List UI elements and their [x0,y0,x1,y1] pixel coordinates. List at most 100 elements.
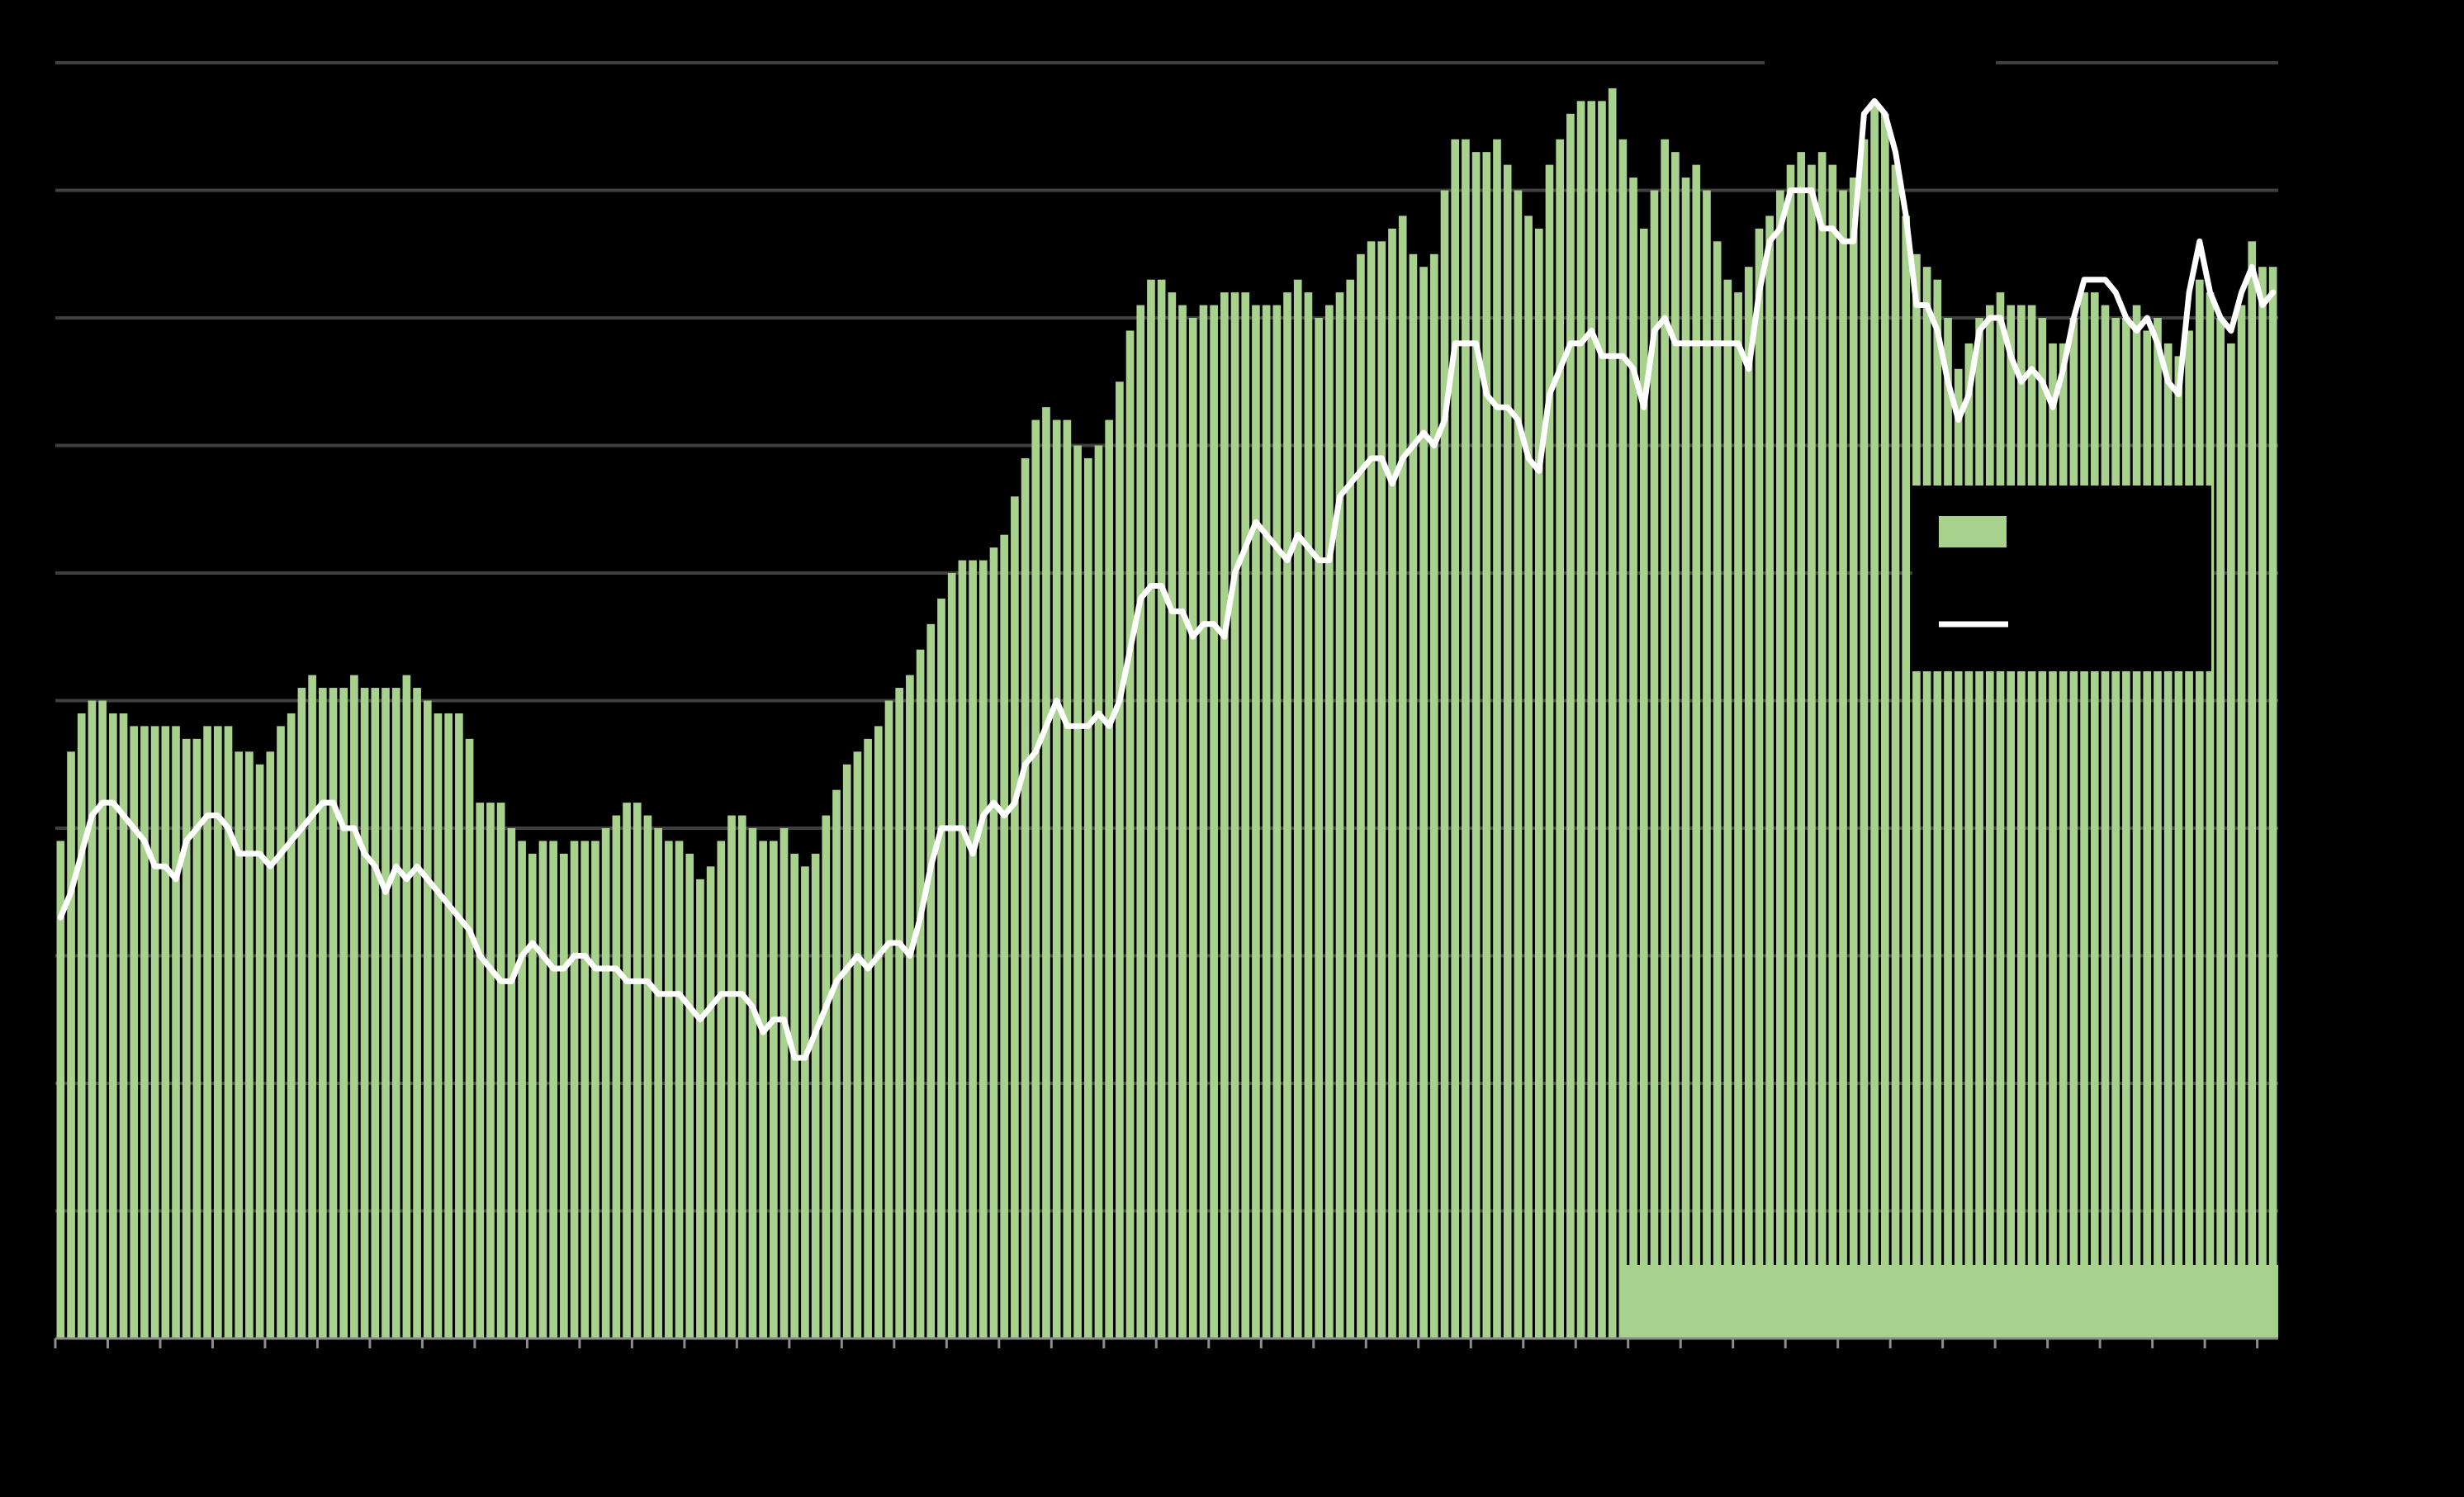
bar [1042,407,1050,1338]
bar [937,598,945,1338]
bar [2080,292,2088,1339]
bar [560,853,568,1338]
bar [895,688,904,1338]
bar [665,841,673,1338]
bar [329,688,338,1338]
bar [2154,318,2162,1338]
bar [1210,305,1218,1338]
bar [978,560,988,1338]
bar [822,815,831,1338]
bar [1524,216,1533,1338]
bar [98,700,107,1338]
bar [1891,164,1900,1339]
bar [161,726,170,1338]
bar [1220,292,1229,1339]
bar [1598,101,1606,1339]
bar [1451,139,1460,1339]
bar [2206,292,2215,1339]
bar [1105,419,1113,1339]
bar [549,841,557,1338]
bar [277,726,285,1338]
bar [1629,178,1637,1338]
bar [1178,305,1187,1338]
bar [2185,330,2193,1339]
bar [2017,305,2026,1338]
bar [1587,101,1596,1339]
bar [717,841,726,1338]
bar [1713,241,1722,1338]
bar [1744,267,1753,1339]
bar [832,789,841,1338]
bar [1933,279,1942,1338]
bar [1493,139,1501,1339]
bar [2069,318,2078,1338]
bar [969,560,977,1338]
bar [1703,190,1711,1338]
bar [371,688,380,1338]
bar [1870,101,1879,1339]
bar [1503,164,1512,1339]
bar [2227,343,2235,1338]
bar [769,841,778,1338]
bar [297,688,306,1338]
bar [696,879,704,1338]
bar [1398,216,1407,1338]
bar [2111,318,2120,1338]
bar [1765,216,1774,1338]
bar [1168,292,1177,1339]
bar [1367,241,1376,1338]
bar [465,738,474,1338]
bar [2038,318,2047,1338]
bar [874,726,883,1338]
bar [1902,216,1911,1338]
bar [842,764,851,1338]
bar [538,841,547,1338]
bar [1324,305,1334,1338]
bar [1346,279,1355,1338]
bar [1514,190,1523,1338]
bar [748,828,757,1338]
bar [2090,292,2099,1339]
bar [801,866,809,1338]
legend-box [1912,486,2211,671]
bar [1419,267,1428,1339]
bar [1073,445,1082,1338]
bar [1608,88,1617,1338]
x-axis [54,1337,2278,1348]
bar [1922,267,1931,1339]
bar [1692,164,1701,1339]
bar [413,688,421,1338]
line [57,97,2277,1061]
bar [1556,139,1565,1339]
bar [1357,253,1365,1338]
bar [1534,228,1543,1339]
bar [77,713,86,1338]
bar [1440,190,1449,1338]
bar [1471,152,1481,1338]
bar [601,828,610,1338]
bar [643,815,652,1338]
bar [1576,101,1585,1339]
bar [633,803,642,1338]
bar [1912,253,1921,1338]
bar [1262,305,1271,1338]
bar [1860,139,1869,1339]
bar [287,713,296,1338]
bar [1996,292,2005,1339]
bar [1755,228,1764,1339]
bar [1377,241,1386,1338]
bar [1566,113,1575,1338]
bar [1661,139,1669,1339]
bar [1052,419,1061,1339]
bar [109,713,117,1338]
bar [790,853,799,1338]
bar [224,726,233,1338]
bar [360,688,369,1338]
bar [2027,305,2036,1338]
bar [1808,164,1816,1339]
bar [727,815,736,1338]
bar [1293,279,1302,1338]
bar [1031,419,1040,1339]
bar [916,649,925,1338]
